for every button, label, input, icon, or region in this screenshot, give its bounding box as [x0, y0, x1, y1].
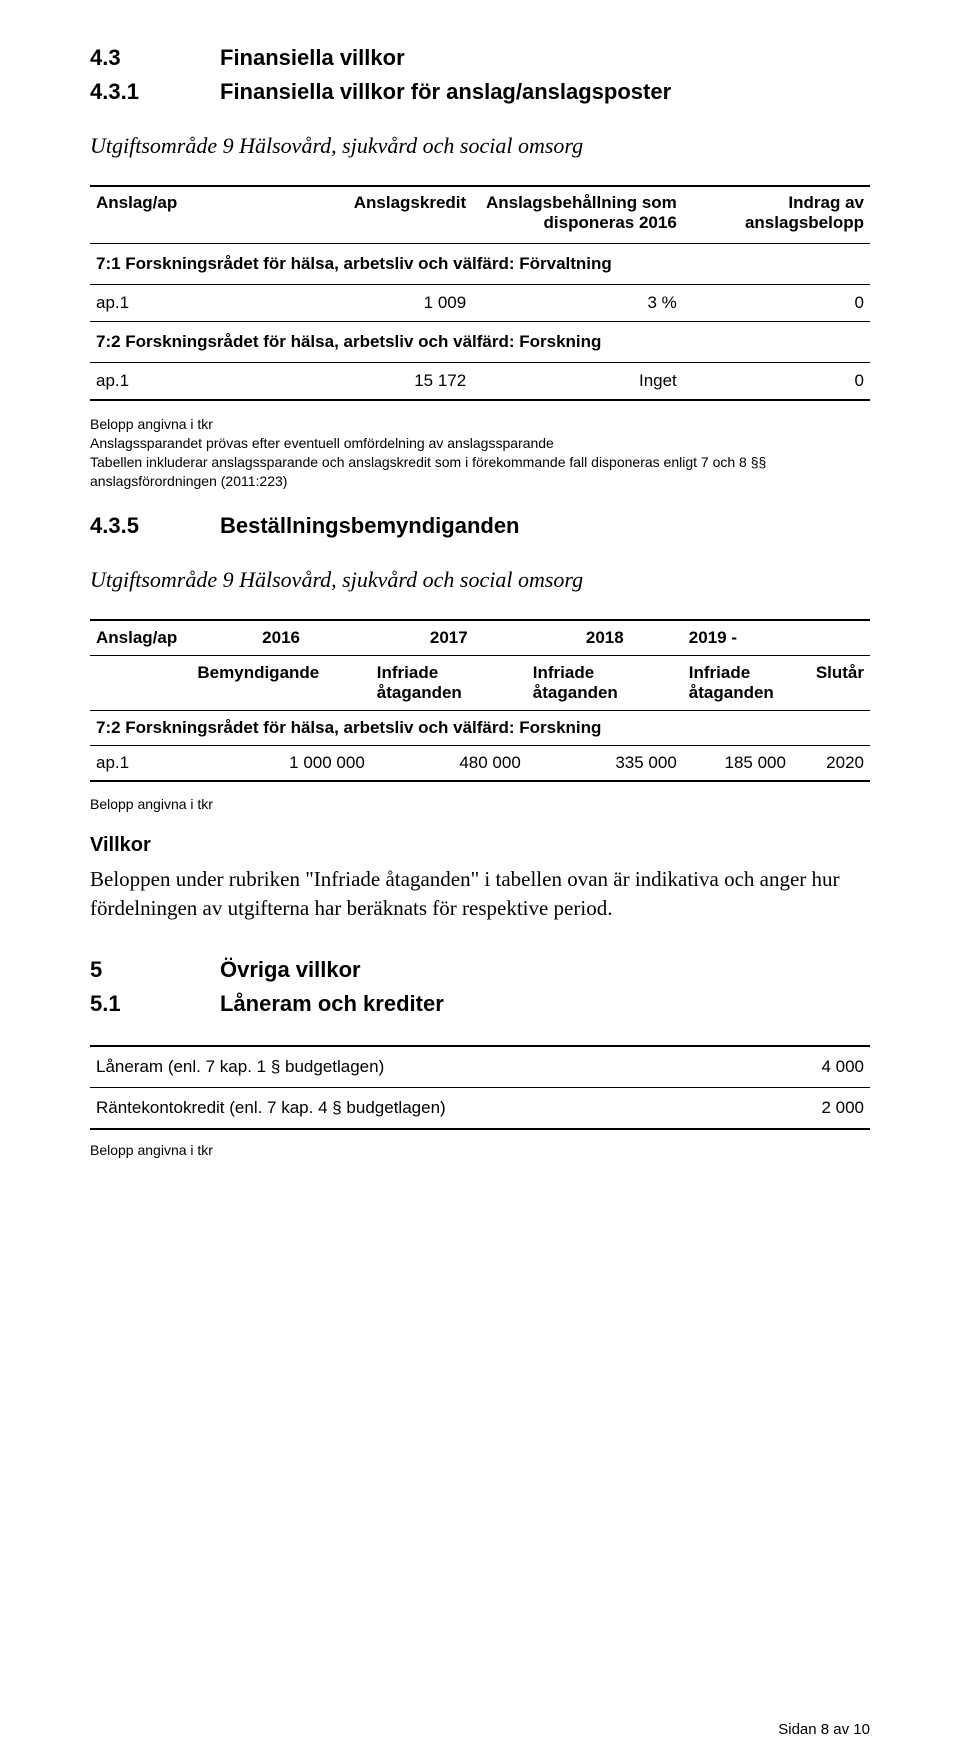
col-anslagskredit: Anslagskredit [277, 186, 472, 244]
col-anslagsbehallning: Anslagsbehållning som disponeras 2016 [472, 186, 683, 244]
heading-4-3-text: Finansiella villkor [220, 45, 405, 71]
footnote-line: Anslagssparandet prövas efter eventuell … [90, 434, 870, 453]
section-7-2: 7:2 Forskningsrådet för hälsa, arbetsliv… [90, 322, 870, 363]
heading-5-1-text: Låneram och krediter [220, 991, 444, 1017]
heading-5: 5 Övriga villkor [90, 957, 870, 983]
table2-footnote: Belopp angivna i tkr [90, 796, 870, 812]
heading-4-3-1-text: Finansiella villkor för anslag/anslagspo… [220, 79, 671, 105]
cell-rantekonto-value: 2 000 [768, 1087, 870, 1129]
cell-kredit: 15 172 [277, 363, 472, 401]
heading-5-1-number: 5.1 [90, 991, 220, 1017]
cell-ap: ap.1 [90, 745, 191, 781]
subheader-empty [90, 655, 191, 710]
col-indrag: Indrag av anslagsbelopp [683, 186, 870, 244]
heading-4-3-1: 4.3.1 Finansiella villkor för anslag/ans… [90, 79, 870, 105]
heading-4-3-5-number: 4.3.5 [90, 513, 220, 539]
financial-conditions-table: Anslag/ap Anslagskredit Anslagsbehållnin… [90, 185, 870, 401]
table-row: Låneram (enl. 7 kap. 1 § budgetlagen) 4 … [90, 1046, 870, 1088]
heading-5-1: 5.1 Låneram och krediter [90, 991, 870, 1017]
subheader-infriade-2: Infriade åtaganden [527, 655, 683, 710]
heading-4-3-5-text: Beställningsbemyndiganden [220, 513, 520, 539]
cell-indrag: 0 [683, 363, 870, 401]
subheader-bemyndigande: Bemyndigande [191, 655, 370, 710]
table-row: ap.1 15 172 Inget 0 [90, 363, 870, 401]
table-row: ap.1 1 009 3 % 0 [90, 285, 870, 322]
table-section-row: 7:1 Forskningsrådet för hälsa, arbetsliv… [90, 244, 870, 285]
cell-ap: ap.1 [90, 285, 277, 322]
table-header-row: Anslag/ap Anslagskredit Anslagsbehållnin… [90, 186, 870, 244]
subheader-infriade-3: Infriade åtaganden [683, 655, 792, 710]
cell-indrag: 0 [683, 285, 870, 322]
table-section-row: 7:2 Forskningsrådet för hälsa, arbetsliv… [90, 710, 870, 745]
cell-2018: 335 000 [527, 745, 683, 781]
subheader-slutar: Slutår [792, 655, 870, 710]
heading-4-3-5: 4.3.5 Beställningsbemyndiganden [90, 513, 870, 539]
heading-4-3: 4.3 Finansiella villkor [90, 45, 870, 71]
subheader-infriade-1: Infriade åtaganden [371, 655, 527, 710]
cell-rantekonto: Räntekontokredit (enl. 7 kap. 4 § budget… [90, 1087, 768, 1129]
heading-4-3-1-number: 4.3.1 [90, 79, 220, 105]
cell-2017: 480 000 [371, 745, 527, 781]
cell-ap: ap.1 [90, 363, 277, 401]
cell-behallning: 3 % [472, 285, 683, 322]
section-7-2-forskning: 7:2 Forskningsrådet för hälsa, arbetsliv… [90, 710, 870, 745]
heading-5-number: 5 [90, 957, 220, 983]
villkor-body: Beloppen under rubriken "Infriade åtagan… [90, 865, 870, 923]
col-anslag-ap: Anslag/ap [90, 620, 191, 656]
table-row: ap.1 1 000 000 480 000 335 000 185 000 2… [90, 745, 870, 781]
villkor-heading: Villkor [90, 834, 870, 857]
loan-credit-table: Låneram (enl. 7 kap. 1 § budgetlagen) 4 … [90, 1045, 870, 1130]
heading-4-3-number: 4.3 [90, 45, 220, 71]
authorizations-table: Anslag/ap 2016 2017 2018 2019 - Bemyndig… [90, 619, 870, 782]
table-subheader-row: Bemyndigande Infriade åtaganden Infriade… [90, 655, 870, 710]
cell-slutar: 2020 [792, 745, 870, 781]
footnote-line: Belopp angivna i tkr [90, 415, 870, 434]
table-header-row: Anslag/ap 2016 2017 2018 2019 - [90, 620, 870, 656]
subtitle-2: Utgiftsområde 9 Hälsovård, sjukvård och … [90, 567, 870, 593]
heading-5-text: Övriga villkor [220, 957, 361, 983]
col-2018: 2018 [527, 620, 683, 656]
col-anslag-ap: Anslag/ap [90, 186, 277, 244]
table-row: Räntekontokredit (enl. 7 kap. 4 § budget… [90, 1087, 870, 1129]
col-2017: 2017 [371, 620, 527, 656]
section-7-1: 7:1 Forskningsrådet för hälsa, arbetsliv… [90, 244, 870, 285]
table-section-row: 7:2 Forskningsrådet för hälsa, arbetsliv… [90, 322, 870, 363]
cell-bemyndigande: 1 000 000 [191, 745, 370, 781]
table3-footnote: Belopp angivna i tkr [90, 1142, 870, 1158]
cell-kredit: 1 009 [277, 285, 472, 322]
cell-2019: 185 000 [683, 745, 792, 781]
subtitle-1: Utgiftsområde 9 Hälsovård, sjukvård och … [90, 133, 870, 159]
cell-laneram: Låneram (enl. 7 kap. 1 § budgetlagen) [90, 1046, 768, 1088]
table1-footnotes: Belopp angivna i tkr Anslagssparandet pr… [90, 415, 870, 491]
col-2019-plus: 2019 - [683, 620, 870, 656]
cell-laneram-value: 4 000 [768, 1046, 870, 1088]
page-number: Sidan 8 av 10 [778, 1721, 870, 1738]
footnote-line: Tabellen inkluderar anslagssparande och … [90, 453, 870, 491]
cell-behallning: Inget [472, 363, 683, 401]
col-2016: 2016 [191, 620, 370, 656]
